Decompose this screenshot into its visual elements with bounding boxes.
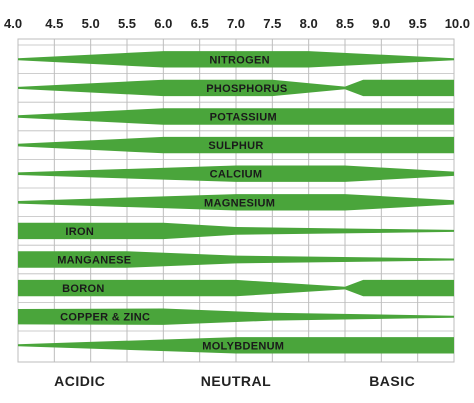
region-label: ACIDIC bbox=[54, 373, 105, 389]
x-tick-label: 6.0 bbox=[154, 16, 172, 31]
x-axis-ticks: 4.0 4.5 5.0 5.5 6.0 6.5 7.0 7.5 8.0 8.5 9.0 9.5 10.0 bbox=[4, 16, 470, 31]
x-tick-label: 4.0 bbox=[4, 16, 22, 31]
nutrient-band bbox=[18, 337, 454, 354]
nutrient-label: IRON bbox=[65, 226, 94, 238]
x-tick-label: 5.5 bbox=[118, 16, 136, 31]
x-tick-label: 8.5 bbox=[336, 16, 354, 31]
nutrient-band bbox=[18, 308, 454, 325]
nutrient-label: BORON bbox=[62, 283, 104, 295]
nutrient-label: MAGNESIUM bbox=[204, 197, 275, 209]
nutrient-band bbox=[18, 251, 454, 268]
x-tick-label: 10.0 bbox=[445, 16, 470, 31]
nutrient-label: SULPHUR bbox=[208, 140, 263, 152]
nutrient-band bbox=[18, 136, 454, 154]
region-labels: ACIDIC NEUTRAL BASIC bbox=[54, 373, 415, 389]
nutrient-band bbox=[18, 79, 454, 97]
x-tick-label: 9.5 bbox=[409, 16, 427, 31]
nutrient-label: COPPER & ZINC bbox=[60, 312, 150, 324]
nutrient-band bbox=[18, 108, 454, 125]
nutrient-band bbox=[18, 51, 454, 68]
nutrient-label: NITROGEN bbox=[209, 54, 269, 66]
nutrient-band bbox=[18, 194, 454, 211]
nutrient-label: MANGANESE bbox=[57, 255, 131, 267]
x-tick-label: 8.0 bbox=[300, 16, 318, 31]
nutrient-label: MOLYBDENUM bbox=[202, 340, 284, 352]
nutrient-bands: NITROGEN PHOSPHORUS POTASSIUM SULPHUR CALCIU… bbox=[18, 51, 454, 354]
x-tick-label: 4.5 bbox=[45, 16, 63, 31]
nutrient-label: CALCIUM bbox=[210, 169, 263, 181]
x-tick-label: 9.0 bbox=[372, 16, 390, 31]
region-label: NEUTRAL bbox=[201, 373, 271, 389]
region-label: BASIC bbox=[369, 373, 415, 389]
x-tick-label: 7.0 bbox=[227, 16, 245, 31]
nutrient-band bbox=[18, 165, 454, 182]
x-tick-label: 6.5 bbox=[191, 16, 209, 31]
nutrient-band bbox=[18, 222, 454, 240]
x-tick-label: 7.5 bbox=[263, 16, 281, 31]
x-tick-label: 5.0 bbox=[82, 16, 100, 31]
nutrient-label: POTASSIUM bbox=[210, 112, 277, 124]
nutrient-band bbox=[18, 279, 454, 297]
nutrient-label: PHOSPHORUS bbox=[206, 83, 287, 95]
